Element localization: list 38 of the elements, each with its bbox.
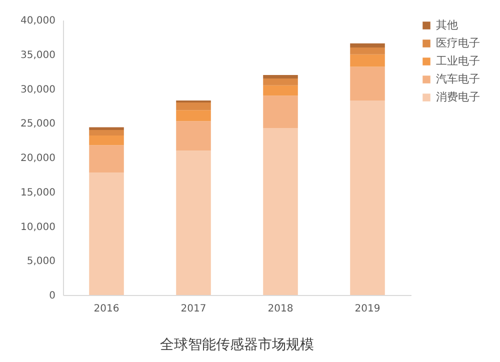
bar [350, 43, 385, 48]
bar [350, 48, 385, 54]
x-tick-label: 2016 [94, 304, 120, 314]
y-tick-label: 40,000 [20, 16, 56, 26]
bar [89, 130, 124, 136]
legend-label: 消费电子 [436, 90, 480, 104]
y-tick-label: 20,000 [20, 153, 56, 164]
x-tick-label: 2019 [354, 304, 380, 314]
bar [89, 145, 124, 173]
y-tick-label: 15,000 [20, 187, 56, 198]
bar [350, 66, 385, 100]
bar [263, 96, 298, 128]
bar [263, 85, 298, 96]
x-tick-label: 2018 [268, 304, 294, 314]
y-tick-label: 5,000 [26, 256, 56, 268]
bar [350, 100, 385, 295]
bar [176, 121, 211, 151]
bar [89, 172, 124, 295]
bar [263, 78, 298, 86]
bar [176, 110, 211, 122]
bar [176, 102, 211, 110]
y-tick-label: 10,000 [20, 222, 56, 233]
legend-label: 汽车电子 [436, 72, 480, 86]
text: 全球智能传感器市场规模 [160, 337, 314, 353]
y-tick-label: 30,000 [20, 84, 56, 96]
bar [263, 75, 298, 78]
bar [176, 150, 211, 295]
bar [350, 54, 385, 67]
bar [89, 136, 124, 146]
y-tick-label: 35,000 [20, 50, 56, 61]
bar [89, 127, 124, 130]
legend-label: 医疗电子 [436, 36, 480, 50]
y-tick-label: 25,000 [20, 118, 56, 130]
bar [263, 128, 298, 295]
x-tick-label: 2017 [180, 304, 206, 314]
legend-label: 其他 [436, 18, 458, 32]
y-tick-label: 0 [49, 290, 56, 302]
legend-label: 工业电子 [436, 54, 480, 68]
